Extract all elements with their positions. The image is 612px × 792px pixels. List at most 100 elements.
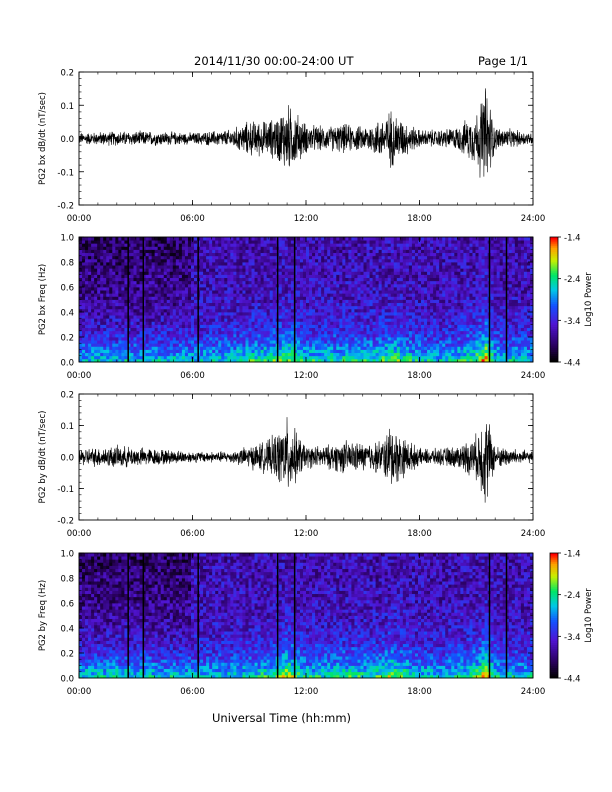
spectrogram-cell (296, 240, 301, 244)
spectrogram-cell (139, 296, 143, 300)
spectrogram-cell (257, 274, 261, 279)
spectrogram-cell (157, 265, 162, 269)
spectrogram-cell (148, 330, 153, 335)
spectrogram-cell (339, 280, 343, 285)
spectrogram-cell (230, 333, 234, 338)
spectrogram-cell (148, 243, 153, 247)
spectrogram-cell (287, 265, 292, 269)
spectrogram-cell (321, 305, 325, 310)
spectrogram-cell (118, 312, 122, 316)
spectrogram-cell (115, 340, 119, 344)
spectrogram-cell (263, 243, 268, 247)
spectrogram-cell (339, 262, 343, 266)
spectrogram-cell (427, 318, 431, 322)
spectrogram-cell (345, 337, 349, 341)
spectrogram-cell (378, 346, 383, 350)
spectrogram-cell (366, 352, 370, 357)
spectrogram-cell (94, 268, 98, 272)
spectrogram-cell (372, 333, 377, 338)
spectrogram-cell (254, 268, 258, 272)
spectrogram-cell (321, 290, 325, 294)
spectrogram-cell (154, 243, 159, 247)
spectrogram-cell (194, 312, 198, 316)
spectrogram-cell (224, 280, 228, 285)
spectrogram-cell (345, 249, 349, 254)
spectrogram-cell (321, 358, 325, 363)
spectrogram-cell (315, 290, 319, 294)
spectrogram-cell (103, 255, 107, 260)
spectrogram-cell (82, 252, 86, 257)
spectrogram-cell (342, 283, 346, 288)
spectrogram-cell (254, 333, 258, 338)
spectrogram-cell (160, 324, 165, 329)
spectrogram-cell (103, 249, 107, 254)
spectrogram-cell (203, 296, 207, 300)
spectrogram-cell (327, 346, 331, 350)
spectrogram-cell (430, 302, 434, 307)
spectrogram-cell (272, 293, 277, 297)
spectrogram-cell (387, 280, 392, 285)
spectrogram-cell (157, 296, 162, 300)
spectrogram-cell (287, 343, 292, 347)
spectrogram-cell (166, 318, 171, 322)
spectrogram-cell (272, 355, 277, 360)
spectrogram-cell (393, 268, 398, 272)
spectrogram-cell (378, 305, 383, 310)
spectrogram-cell (227, 271, 231, 275)
spectrogram-cell (124, 290, 128, 294)
spectrogram-cell (130, 318, 134, 322)
spectrogram-cell (145, 308, 150, 313)
spectrogram-cell (363, 333, 367, 338)
spectrogram-cell (236, 358, 240, 363)
spectrogram-cell (79, 333, 83, 338)
spectrogram-cell (399, 321, 404, 325)
spectrogram-cell (396, 249, 401, 254)
spectrogram-cell (178, 283, 183, 288)
spectrogram-cell (200, 315, 204, 319)
spectrogram-cell (109, 333, 113, 338)
spectrogram-cell (215, 296, 219, 300)
spectrogram-cell (439, 308, 443, 313)
spectrogram-cell (118, 240, 122, 244)
spectrogram-cell (269, 268, 274, 272)
spectrogram-cell (381, 246, 386, 250)
spectrogram-cell (209, 277, 213, 282)
spectrogram-cell (393, 358, 398, 363)
spectrogram-cell (163, 249, 168, 254)
spectrogram-cell (442, 246, 446, 250)
spectrogram-cell (387, 312, 392, 316)
spectrogram-cell (209, 308, 213, 313)
spectrogram-cell (396, 312, 401, 316)
spectrogram-cell (299, 349, 304, 354)
spectrogram-cell (324, 355, 328, 360)
spectrogram-cell (381, 271, 386, 275)
spectrogram-cell (215, 355, 219, 360)
spectrogram-cell (354, 321, 358, 325)
spectrogram-cell (136, 246, 140, 250)
spectrogram-cell (109, 299, 113, 304)
spectrogram-cell (327, 280, 331, 285)
spectrogram-cell (333, 240, 337, 244)
spectrogram-cell (427, 305, 431, 310)
spectrogram-cell (154, 308, 159, 313)
spectrogram-cell (354, 315, 358, 319)
spectrogram-cell (97, 268, 101, 272)
spectrogram-cell (260, 352, 265, 357)
spectrogram-cell (79, 277, 83, 282)
spectrogram-cell (372, 243, 377, 247)
spectrogram-cell (284, 305, 289, 310)
spectrogram-cell (336, 299, 340, 304)
spectrogram-cell (427, 312, 431, 316)
spectrogram-cell (342, 252, 346, 257)
spectrogram-cell (360, 240, 364, 244)
spectrogram-cell (209, 330, 213, 335)
spectrogram-cell (172, 346, 177, 350)
spectrogram-cell (133, 337, 137, 341)
spectrogram-cell (299, 337, 304, 341)
spectrogram-cell (299, 302, 304, 307)
spectrogram-cell (417, 277, 422, 282)
spectrogram-cell (148, 283, 153, 288)
spectrogram-cell (424, 255, 428, 260)
spectrogram-cell (133, 305, 137, 310)
spectrogram-cell (124, 305, 128, 310)
